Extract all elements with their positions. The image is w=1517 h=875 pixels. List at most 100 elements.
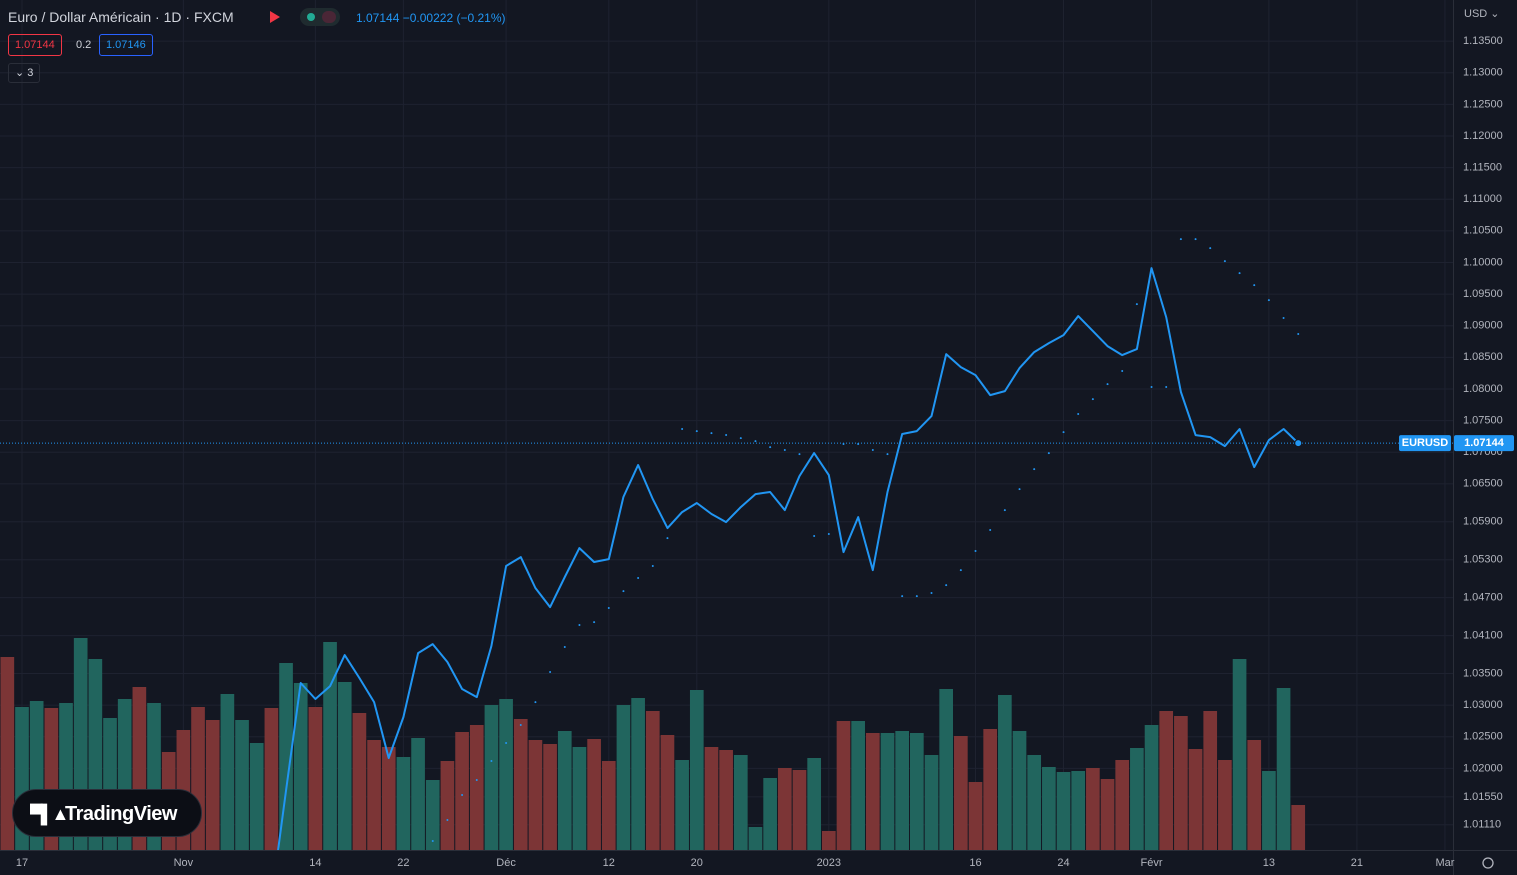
sar-dot (798, 453, 801, 456)
sell-button[interactable]: 1.07144 (8, 34, 62, 56)
volume-bar (601, 761, 616, 850)
sar-dot (710, 432, 713, 435)
sar-dot (681, 428, 684, 431)
currency-button[interactable]: USD ⌄ (1464, 8, 1500, 20)
x-tick-label: 24 (1057, 857, 1069, 869)
symbol-title[interactable]: Euro / Dollar Américain · 1D · FXCM (8, 9, 234, 25)
volume-bar (924, 755, 939, 850)
volume-bar (396, 757, 411, 850)
sar-dot (1106, 383, 1109, 386)
sar-dot (1091, 398, 1094, 401)
volume-bar (425, 780, 440, 850)
volume-bar (543, 744, 557, 850)
volume-bar (1100, 779, 1115, 850)
logo-text: TradingView (65, 803, 177, 825)
symbol-tag-label: EURUSD (1402, 437, 1449, 449)
y-tick-label: 1.13000 (1463, 67, 1503, 79)
volume-bar (235, 720, 249, 850)
y-tick-label: 1.13500 (1463, 35, 1503, 47)
sar-dot (827, 533, 830, 536)
symbol-tag (1399, 435, 1451, 452)
volume (0, 638, 1306, 850)
quote: 1.07144 −0.00222 (−0.21%) (356, 11, 506, 25)
sar-dot (1165, 386, 1168, 389)
sar-dot (915, 595, 918, 598)
volume-bar (821, 831, 836, 850)
x-tick-label: Févr (1141, 857, 1163, 869)
volume-bar (205, 720, 220, 850)
sar-dot (1194, 238, 1197, 241)
sar-dot (930, 592, 933, 595)
settings-icon[interactable] (1482, 857, 1494, 869)
y-tick-label: 1.05300 (1463, 554, 1503, 566)
volume-bar (675, 760, 689, 850)
sar-dot (695, 430, 698, 433)
volume-bar (1042, 767, 1056, 850)
sar-dot (886, 453, 889, 456)
x-tick-label: 13 (1263, 857, 1275, 869)
volume-bar (264, 708, 279, 850)
price-tag (1454, 435, 1514, 452)
volume-bar (1027, 755, 1042, 850)
sar-dot (651, 565, 654, 568)
sar-dot (622, 590, 625, 593)
sar-dot (1003, 509, 1006, 512)
y-tick-label: 1.12000 (1463, 130, 1503, 142)
sar-dot (989, 529, 992, 532)
x-tick-label: Déc (496, 857, 516, 869)
sar-dot (1150, 386, 1153, 389)
volume-bar (1232, 659, 1247, 850)
volume-bar (777, 768, 792, 850)
sar-dot (534, 701, 537, 704)
volume-bar (352, 713, 367, 850)
y-tick-label: 1.03000 (1463, 699, 1503, 711)
axes: 1.13500 1.13000 1.12500 1.12000 1.11500 1.110… (16, 35, 1514, 869)
last-price: 1.07144 (356, 11, 400, 25)
volume-bar (748, 827, 763, 850)
sar-dot (1253, 284, 1256, 287)
volume-bar (689, 690, 704, 850)
volume-bar (910, 733, 924, 850)
sar-dot (490, 760, 493, 763)
indicators-count: 3 (27, 67, 34, 79)
volume-bar (1130, 748, 1144, 850)
last-point (1294, 439, 1303, 448)
volume-bar (411, 738, 425, 850)
flag-icon[interactable] (270, 11, 280, 23)
volume-bar (0, 657, 15, 850)
y-tick-label: 1.08500 (1463, 351, 1503, 363)
spread: 0.2 (76, 39, 92, 51)
sar-dot (519, 724, 522, 727)
y-tick-label: 1.01110 (1463, 819, 1501, 831)
volume-bar (631, 698, 645, 850)
x-tick-label: 2023 (817, 857, 841, 869)
indicators-toggle[interactable]: ⌄ 3 (8, 63, 41, 83)
volume-bar (733, 755, 748, 850)
volume-bar (513, 719, 528, 850)
sar-dot (1282, 317, 1285, 320)
volume-bar (367, 740, 381, 850)
y-tick-label: 1.10500 (1463, 225, 1503, 237)
logo[interactable]: ▀▌▲ TradingView (12, 789, 202, 837)
y-tick-label: 1.10000 (1463, 256, 1503, 268)
sar-dot (1179, 238, 1182, 241)
sar-dot (769, 446, 772, 449)
market-status[interactable] (300, 8, 340, 26)
volume-bar (293, 683, 308, 850)
x-tick-label: Mar (1435, 857, 1454, 869)
change-percent: (−0.21%) (456, 11, 506, 25)
sar-dot (959, 569, 962, 572)
volume-bar (528, 740, 543, 850)
sar-dot (1077, 413, 1080, 416)
y-tick-label: 1.02000 (1463, 762, 1503, 774)
sar-dot (1135, 303, 1138, 306)
volume-bar (616, 705, 631, 850)
y-tick-label: 1.03500 (1463, 667, 1503, 679)
y-tick-label: 1.11500 (1463, 162, 1502, 174)
sar-dot (1238, 272, 1241, 275)
y-tick-label: 1.01550 (1463, 791, 1503, 803)
buy-button[interactable]: 1.07146 (99, 34, 153, 56)
